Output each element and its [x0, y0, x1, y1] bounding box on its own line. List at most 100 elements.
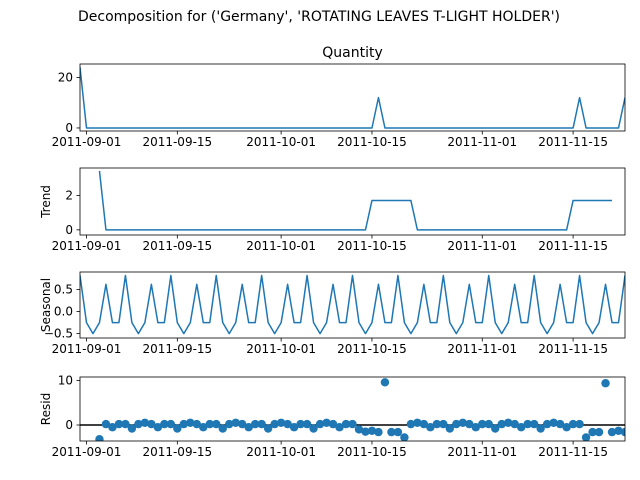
x-tick-label: 2011-09-15	[142, 135, 212, 149]
axes-frame	[79, 167, 626, 236]
series-line	[98, 170, 613, 231]
resid-point	[458, 418, 467, 427]
resid-point	[361, 427, 370, 436]
resid-point	[283, 419, 292, 429]
resid-point	[244, 423, 253, 432]
resid-point	[315, 419, 325, 429]
resid-point	[627, 432, 635, 440]
resid-point	[250, 419, 260, 429]
resid-point	[147, 419, 156, 429]
x-tick-label: 2011-09-15	[142, 445, 212, 459]
resid-point	[348, 419, 357, 429]
resid-point	[114, 419, 124, 429]
x-tick-label: 2011-09-01	[52, 445, 122, 459]
resid-point	[594, 427, 604, 437]
resid-point	[302, 419, 312, 429]
y-tick-label: 10	[58, 374, 73, 388]
resid-point	[276, 418, 286, 427]
x-tick-label: 2011-09-01	[52, 135, 122, 149]
resid-point	[465, 419, 474, 429]
x-tick-label: 2011-11-15	[538, 445, 608, 459]
resid-point	[374, 427, 383, 437]
resid-point	[127, 424, 137, 433]
y-axis-label: Seasonal	[39, 278, 53, 332]
resid-point	[108, 423, 117, 432]
y-tick-label: 0	[65, 121, 73, 135]
resid-point	[581, 433, 591, 441]
resid-point	[101, 419, 111, 429]
resid-point	[341, 419, 351, 429]
resid-point	[516, 423, 526, 432]
resid-point	[471, 423, 480, 432]
resid-point	[523, 419, 532, 429]
y-axis-label: Trend	[39, 185, 53, 219]
resid-point	[134, 419, 143, 429]
resid-point	[367, 426, 377, 435]
x-tick-label: 2011-11-15	[538, 135, 608, 149]
resid-point	[186, 418, 195, 427]
resid-point	[419, 419, 429, 429]
resid-point	[400, 433, 409, 441]
resid-point	[205, 419, 214, 429]
resid-point	[328, 419, 338, 429]
resid-point	[380, 378, 390, 387]
resid-point	[452, 419, 461, 429]
resid-point	[257, 419, 266, 429]
resid-point	[426, 423, 435, 432]
x-tick-label: 2011-09-01	[52, 342, 122, 356]
x-tick-label: 2011-11-01	[447, 342, 517, 356]
resid-point	[296, 419, 305, 429]
y-tick-label: −0.5	[44, 327, 73, 341]
plot-area	[80, 67, 625, 129]
plot-area	[80, 378, 635, 441]
resid-point	[335, 423, 344, 432]
resid-point	[225, 419, 234, 429]
resid-point	[555, 419, 565, 429]
resid-point	[173, 424, 182, 433]
axes-frame	[79, 271, 626, 339]
plot-area	[98, 170, 613, 231]
x-tick-label: 2011-09-01	[52, 239, 122, 253]
resid-point	[432, 419, 442, 429]
resid-point	[231, 418, 240, 427]
resid-point	[322, 418, 331, 427]
resid-point	[601, 379, 610, 388]
resid-point	[270, 419, 279, 429]
y-tick-label: 0.5	[54, 283, 73, 297]
x-tick-label: 2011-09-15	[142, 342, 212, 356]
y-tick-label: 20	[58, 70, 73, 84]
resid-point	[212, 419, 221, 429]
x-tick-label: 2011-10-15	[337, 239, 407, 253]
axes-frame	[79, 63, 626, 132]
panel-1: 2011-09-01 2011-09-15 2011-10-01 2011-10-15…	[52, 45, 626, 149]
resid-point	[504, 418, 513, 427]
x-tick-label: 2011-10-15	[337, 342, 407, 356]
series-line	[80, 67, 625, 129]
resid-point	[309, 424, 318, 433]
resid-point	[160, 419, 169, 429]
resid-point	[199, 423, 208, 432]
resid-point	[393, 427, 403, 437]
axes-frame	[79, 376, 626, 442]
resid-point	[179, 419, 189, 429]
x-tick-label: 2011-11-15	[538, 239, 608, 253]
resid-point	[387, 427, 396, 437]
resid-point	[121, 419, 130, 429]
plot-area	[80, 274, 625, 335]
x-tick-label: 2011-11-15	[538, 342, 608, 356]
x-tick-label: 2011-10-01	[246, 239, 316, 253]
panels-group: 2011-09-01 2011-09-15 2011-10-01 2011-10-15…	[39, 45, 635, 459]
panel-title: Quantity	[322, 45, 383, 61]
resid-point	[529, 419, 539, 429]
resid-point	[491, 424, 500, 433]
resid-point	[575, 419, 584, 429]
x-tick-label: 2011-10-01	[246, 342, 316, 356]
resid-point	[614, 426, 623, 435]
resid-point	[445, 424, 455, 433]
resid-point	[289, 423, 299, 432]
resid-point	[406, 419, 416, 429]
y-axis-label: Resid	[39, 393, 53, 425]
x-tick-label: 2011-10-01	[246, 135, 316, 149]
figure-suptitle: Decomposition for ('Germany', 'ROTATING …	[78, 9, 560, 25]
